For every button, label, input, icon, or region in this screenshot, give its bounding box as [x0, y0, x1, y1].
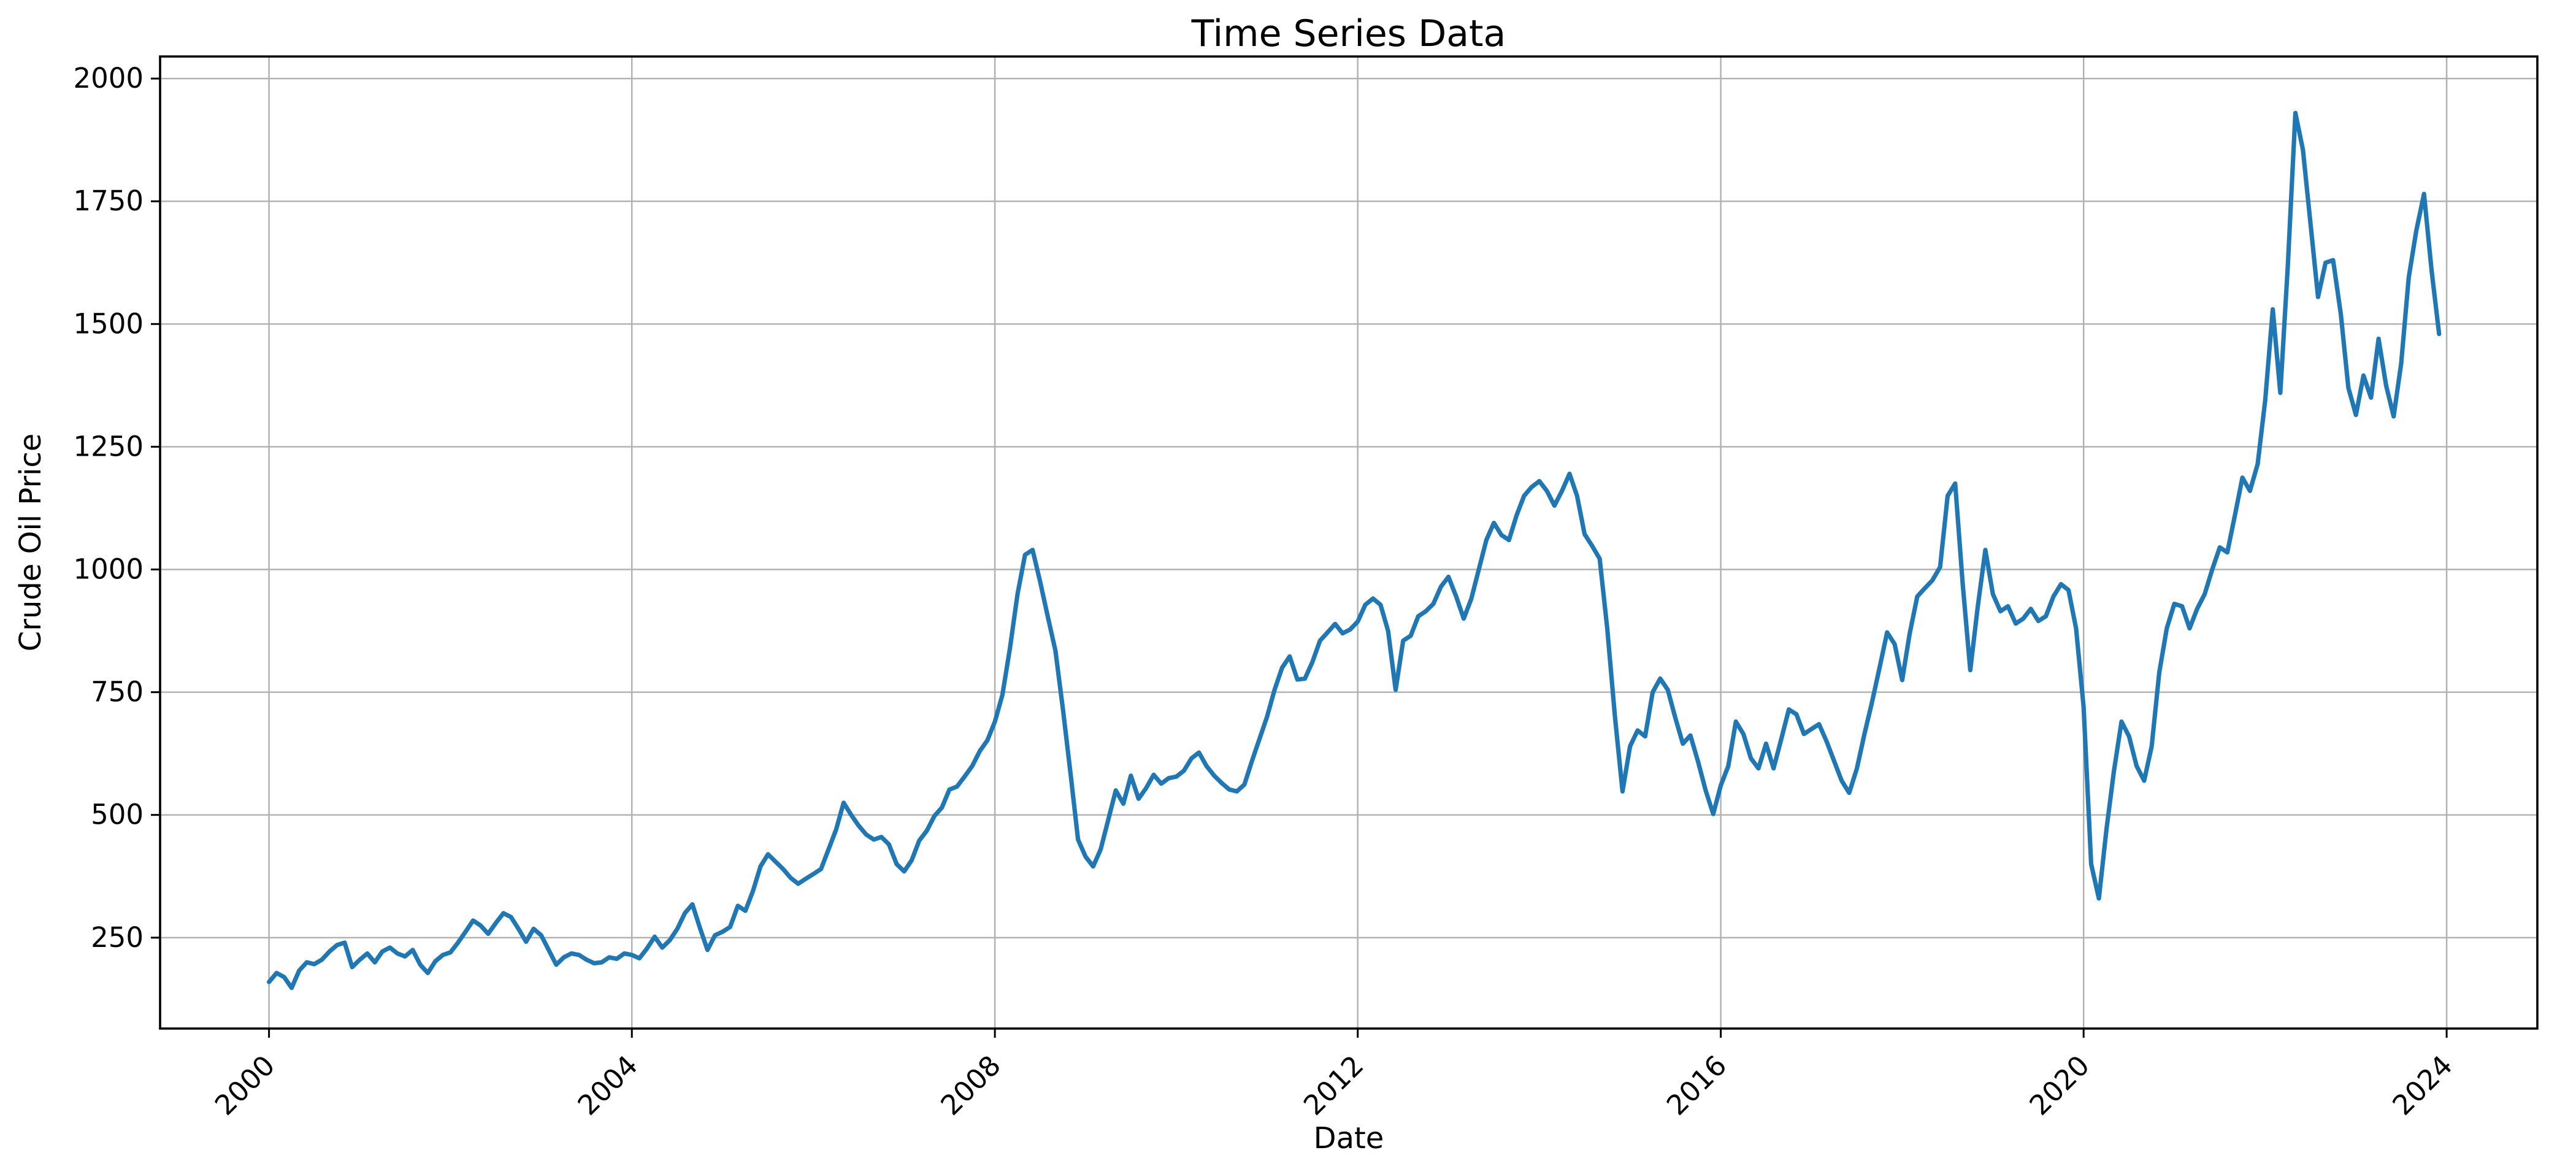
series-line-layer — [267, 110, 2442, 991]
axes-layer: 2000 2004 2008 2012 2016 2020 2024 250 500 750 100… — [74, 55, 2539, 1122]
x-tick-label: 2012 — [1297, 1049, 1370, 1121]
x-tick-label: 2024 — [2386, 1049, 2458, 1121]
x-axis-label: Date — [1314, 1121, 1384, 1156]
grid-layer — [160, 56, 2537, 1029]
y-axis-label: Crude Oil Price — [13, 434, 48, 652]
y-tick-label: 2000 — [74, 62, 144, 94]
y-tick-label: 1000 — [74, 553, 144, 585]
x-tick-label: 2000 — [209, 1049, 281, 1121]
plot-frame — [159, 55, 2539, 1030]
x-tick-label: 2016 — [1660, 1049, 1733, 1121]
y-tick-label: 750 — [91, 676, 144, 708]
y-tick-label: 250 — [91, 921, 144, 954]
x-tick-label: 2004 — [572, 1049, 644, 1121]
x-tick-label: 2020 — [2023, 1049, 2096, 1121]
y-tick-label: 1750 — [74, 185, 144, 217]
y-tick-label: 1250 — [74, 430, 144, 462]
y-tick-label: 1500 — [74, 307, 144, 340]
y-tick-label: 500 — [91, 799, 144, 831]
series-line-crude-oil-price — [267, 110, 2442, 991]
x-tick-label: 2008 — [934, 1049, 1006, 1121]
chart-title: Time Series Data — [1191, 12, 1506, 55]
